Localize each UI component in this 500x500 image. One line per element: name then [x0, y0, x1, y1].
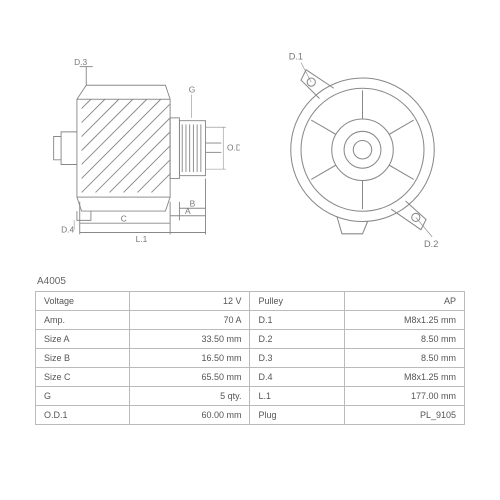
label-od1: O.D.1 [227, 142, 240, 152]
container: D.3 G O.D.1 D.4 [35, 30, 465, 470]
spec-value: PL_9105 [344, 406, 464, 425]
spec-value: 70 A [130, 311, 250, 330]
spec-label: D.4 [250, 368, 344, 387]
table-row: G5 qty.L.1177.00 mm [36, 387, 465, 406]
spec-label: D.1 [250, 311, 344, 330]
spec-label: Size A [36, 330, 130, 349]
spec-value: 65.50 mm [130, 368, 250, 387]
table-row: Amp.70 AD.1M8x1.25 mm [36, 311, 465, 330]
spec-value: 60.00 mm [130, 406, 250, 425]
spec-label: G [36, 387, 130, 406]
spec-value: 177.00 mm [344, 387, 464, 406]
spec-value: M8x1.25 mm [344, 368, 464, 387]
label-l1: L.1 [136, 233, 148, 243]
spec-label: D.3 [250, 349, 344, 368]
label-c: C [121, 213, 127, 223]
spec-label: L.1 [250, 387, 344, 406]
spec-value: AP [344, 292, 464, 311]
spec-label: Amp. [36, 311, 130, 330]
label-g: G [189, 84, 196, 94]
label-d4: D.4 [61, 224, 74, 234]
side-view-drawing: D.3 G O.D.1 D.4 [35, 30, 240, 270]
part-number: A4005 [37, 276, 465, 287]
label-d3: D.3 [74, 56, 87, 66]
label-d2: D.2 [424, 239, 438, 249]
spec-value: 5 qty. [130, 387, 250, 406]
table-row: O.D.160.00 mmPlugPL_9105 [36, 406, 465, 425]
table-row: Size A33.50 mmD.28.50 mm [36, 330, 465, 349]
spec-table-body: Voltage12 VPulleyAPAmp.70 AD.1M8x1.25 mm… [36, 292, 465, 425]
spec-value: 8.50 mm [344, 349, 464, 368]
table-row: Voltage12 VPulleyAP [36, 292, 465, 311]
spec-label: D.2 [250, 330, 344, 349]
spec-value: 12 V [130, 292, 250, 311]
spec-label: Plug [250, 406, 344, 425]
spec-label: Size B [36, 349, 130, 368]
spec-value: 16.50 mm [130, 349, 250, 368]
drawings-row: D.3 G O.D.1 D.4 [35, 30, 465, 270]
spec-value: M8x1.25 mm [344, 311, 464, 330]
spec-value: 33.50 mm [130, 330, 250, 349]
spec-table: Voltage12 VPulleyAPAmp.70 AD.1M8x1.25 mm… [35, 291, 465, 425]
spec-value: 8.50 mm [344, 330, 464, 349]
table-row: Size C65.50 mmD.4M8x1.25 mm [36, 368, 465, 387]
spec-label: Size C [36, 368, 130, 387]
spec-label: O.D.1 [36, 406, 130, 425]
spec-label: Voltage [36, 292, 130, 311]
table-row: Size B16.50 mmD.38.50 mm [36, 349, 465, 368]
label-b: B [190, 198, 196, 208]
spec-label: Pulley [250, 292, 344, 311]
label-d1: D.1 [289, 52, 303, 62]
front-view-drawing: D.1 D.2 [260, 30, 465, 270]
